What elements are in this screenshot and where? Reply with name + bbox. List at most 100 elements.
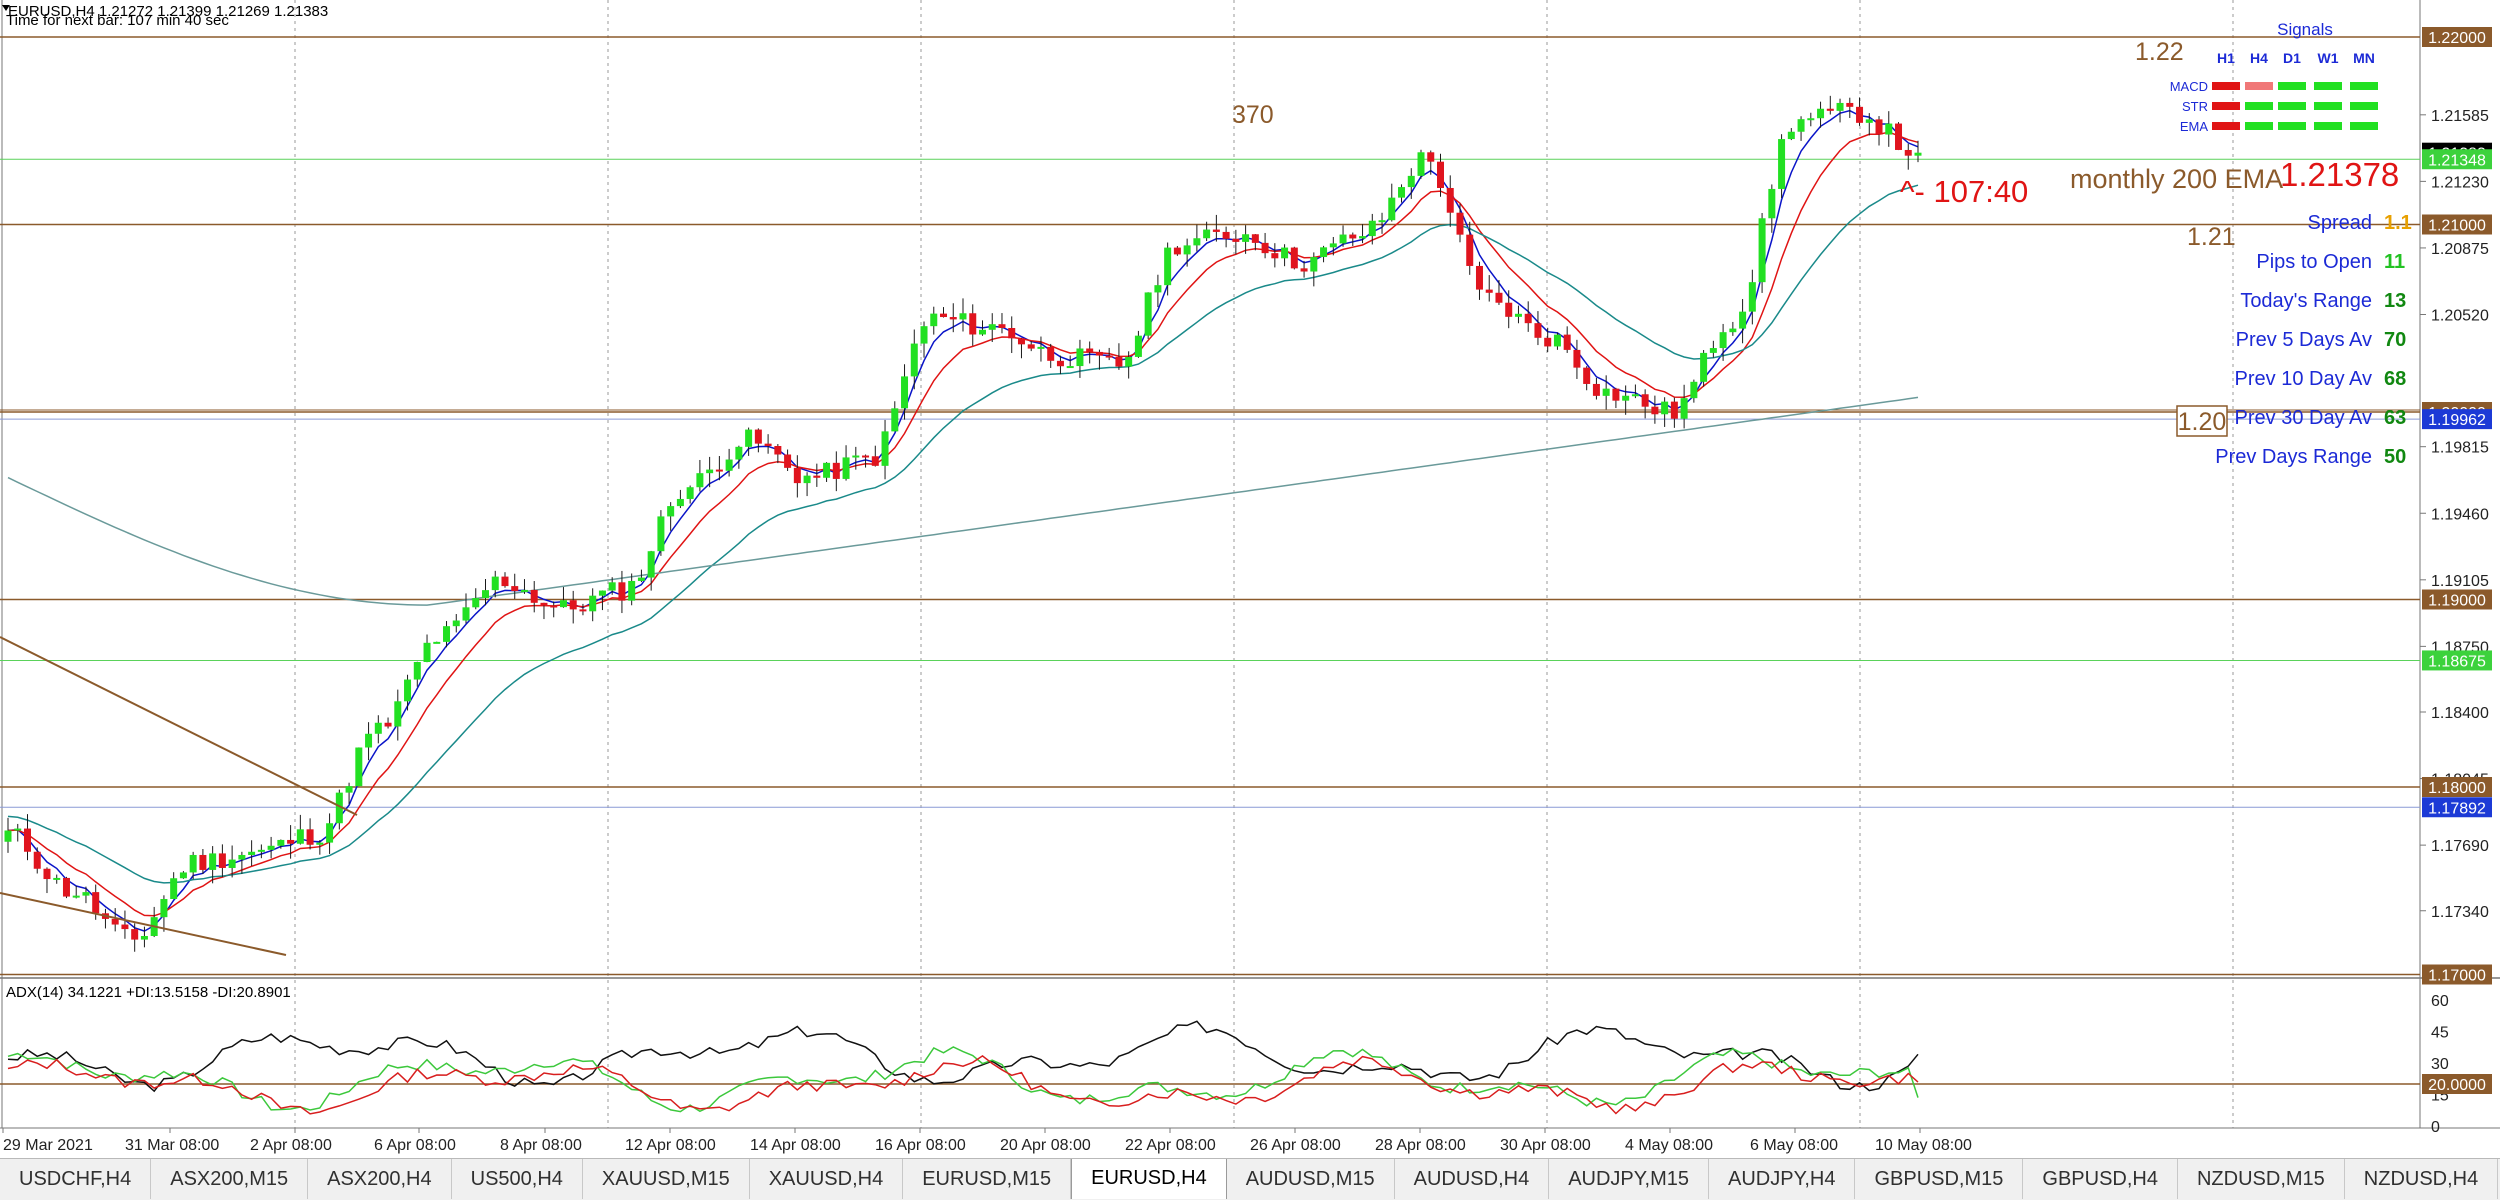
candle-91 <box>891 408 899 432</box>
candle-20 <box>199 854 207 870</box>
annotation-370: 370 <box>1232 101 1274 129</box>
candle-158 <box>1544 337 1552 347</box>
tab-us500-h4[interactable]: US500,H4 <box>452 1159 583 1199</box>
trendline-lower <box>0 892 287 956</box>
tab-eurusd-m15[interactable]: EURUSD,M15 <box>903 1159 1072 1199</box>
candle-3 <box>33 851 41 869</box>
candle-63 <box>618 582 626 601</box>
tab-audjpy-h4[interactable]: AUDJPY,H4 <box>1709 1159 1856 1199</box>
trendlines <box>0 636 358 956</box>
signal-label-EMA: EMA <box>2180 119 2209 134</box>
candle-26 <box>257 849 265 852</box>
candle-7 <box>72 895 80 898</box>
chart-canvas: 1.21585 1.21230 1.20875 1.20520 1.19815 1.194… <box>0 0 2500 1154</box>
monthly-200-ema-line <box>7 396 1919 606</box>
tab-asx200-h4[interactable]: ASX200,H4 <box>308 1159 452 1199</box>
minus-di-line <box>7 1054 1919 1115</box>
tab-asx200-m15[interactable]: ASX200,M15 <box>151 1159 309 1199</box>
candle-80 <box>784 454 792 468</box>
signal-EMA-W1 <box>2314 122 2342 130</box>
candle-77 <box>754 429 762 444</box>
candle-172 <box>1680 398 1688 419</box>
tab-nzdusd-h4[interactable]: NZDUSD,H4 <box>2345 1159 2499 1199</box>
tab-audusd-m15[interactable]: AUDUSD,M15 <box>1227 1159 1395 1199</box>
candle-195 <box>1904 149 1912 156</box>
candle-151 <box>1475 265 1483 290</box>
candle-6 <box>62 877 70 897</box>
tab-gbpusd-h4[interactable]: GBPUSD,H4 <box>2023 1159 2178 1199</box>
candle-42 <box>413 662 421 680</box>
candle-85 <box>832 462 840 479</box>
candle-45 <box>443 626 451 642</box>
candle-4 <box>43 868 51 880</box>
stat-label-4: Prev 10 Day Av <box>2235 368 2372 390</box>
tab-usdchf-h4[interactable]: USDCHF,H4 <box>0 1159 152 1199</box>
time-tick-11: 28 Apr 08:00 <box>1375 1137 1466 1154</box>
signal-STR-MN <box>2350 102 2378 110</box>
adx-tick-2: 30 <box>2431 1056 2449 1073</box>
signals-title: Signals <box>2277 20 2333 39</box>
candle-75 <box>735 446 743 460</box>
signal-STR-H4 <box>2245 102 2273 110</box>
signal-tf-W1: W1 <box>2318 50 2339 66</box>
signal-MACD-H4 <box>2245 82 2273 90</box>
candle-190 <box>1856 106 1864 123</box>
tab-gbpusd-m15[interactable]: GBPUSD,M15 <box>1855 1159 2024 1199</box>
collapse-arrow-icon[interactable] <box>2 5 10 11</box>
candle-65 <box>637 577 645 581</box>
candle-105 <box>1027 344 1035 349</box>
candle-67 <box>657 516 665 552</box>
price-box-6 <box>2422 589 2492 610</box>
candle-37 <box>365 733 373 748</box>
candle-47 <box>462 607 470 621</box>
candle-64 <box>628 580 636 601</box>
candle-107 <box>1047 346 1055 361</box>
price-tick-1: 1.21230 <box>2431 174 2489 191</box>
candle-87 <box>852 455 860 458</box>
candle-196 <box>1914 152 1922 156</box>
candle-43 <box>423 642 431 663</box>
stat-label-6: Prev Days Range <box>2215 446 2372 468</box>
candle-184 <box>1797 119 1805 132</box>
candle-132 <box>1290 247 1298 269</box>
price-tick-4: 1.19815 <box>2431 440 2489 457</box>
tab-xauusd-m15[interactable]: XAUUSD,M15 <box>583 1159 750 1199</box>
candle-5 <box>53 877 61 880</box>
candle-136 <box>1329 243 1337 248</box>
candle-93 <box>910 343 918 377</box>
candle-88 <box>862 455 870 458</box>
candle-41 <box>404 679 412 702</box>
candle-171 <box>1670 401 1678 419</box>
candle-96 <box>940 313 948 318</box>
candle-34 <box>335 792 343 824</box>
candle-121 <box>1183 245 1191 255</box>
candles <box>4 95 1922 952</box>
stat-value-4: 68 <box>2384 368 2406 390</box>
header-symbol: EURUSD,H4 1.21272 1.21399 1.21269 1.2138… <box>8 3 328 20</box>
tab-xauusd-h4[interactable]: XAUUSD,H4 <box>750 1159 904 1199</box>
candle-165 <box>1612 388 1620 401</box>
stat-label-1: Pips to Open <box>2256 251 2372 273</box>
price-tick-11: 1.17340 <box>2431 904 2489 921</box>
candle-152 <box>1485 289 1493 293</box>
signal-EMA-H1 <box>2212 122 2240 130</box>
time-tick-15: 10 May 08:00 <box>1875 1137 1972 1154</box>
candle-81 <box>793 467 801 484</box>
price-box-label-10: 1.17000 <box>2428 968 2486 985</box>
candle-138 <box>1349 234 1357 239</box>
candle-110 <box>1076 348 1084 367</box>
candle-193 <box>1885 123 1893 135</box>
annotation-1-20: 1.20 <box>2178 408 2227 436</box>
candle-173 <box>1690 381 1698 399</box>
tab-nzdusd-m15[interactable]: NZDUSD,M15 <box>2178 1159 2345 1199</box>
candle-170 <box>1661 401 1669 415</box>
tab-audusd-h4[interactable]: AUDUSD,H4 <box>1395 1159 1550 1199</box>
signal-tf-MN: MN <box>2353 50 2375 66</box>
tab-eurusd-h4[interactable]: EURUSD,H4 <box>1071 1159 1227 1199</box>
candle-52 <box>511 586 519 592</box>
candle-159 <box>1553 334 1561 347</box>
candle-40 <box>394 701 402 727</box>
tab-audjpy-m15[interactable]: AUDJPY,M15 <box>1549 1159 1709 1199</box>
candle-51 <box>501 576 509 587</box>
